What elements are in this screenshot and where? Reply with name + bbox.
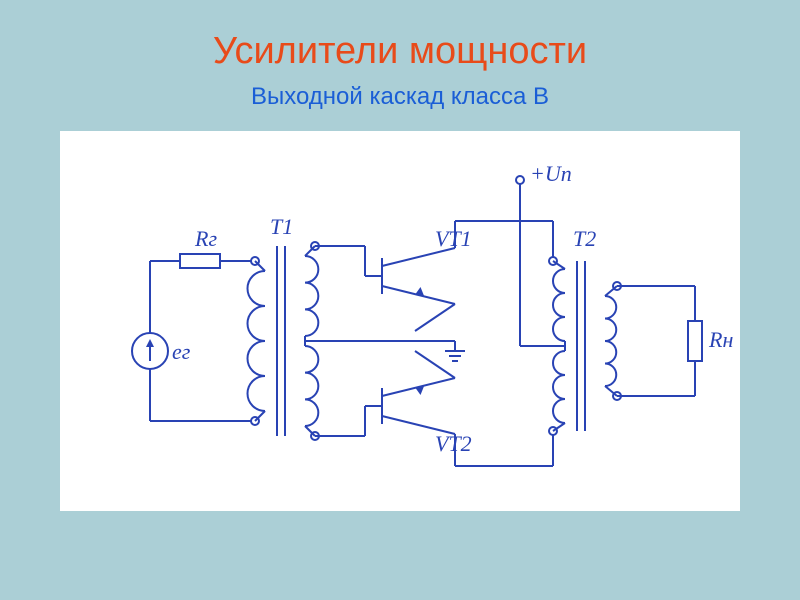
circuit-diagram: eг Rг T1 VT1 VT2 +Uп T2 Rн (60, 131, 740, 511)
svg-text:eг: eг (172, 339, 191, 364)
svg-text:+Uп: +Uп (530, 161, 572, 186)
slide-subtitle: Выходной каскад класса В (251, 83, 549, 111)
svg-text:T2: T2 (573, 226, 596, 251)
circuit-svg: eг Rг T1 VT1 VT2 +Uп T2 Rн (60, 131, 740, 511)
svg-text:Rг: Rг (194, 226, 217, 251)
slide: Усилители мощности Выходной каскад класс… (0, 0, 800, 600)
svg-text:VT1: VT1 (435, 226, 472, 251)
svg-text:Rн: Rн (708, 327, 733, 352)
svg-text:VT2: VT2 (435, 431, 472, 456)
svg-text:T1: T1 (270, 214, 293, 239)
slide-title: Усилители мощности (213, 30, 587, 73)
